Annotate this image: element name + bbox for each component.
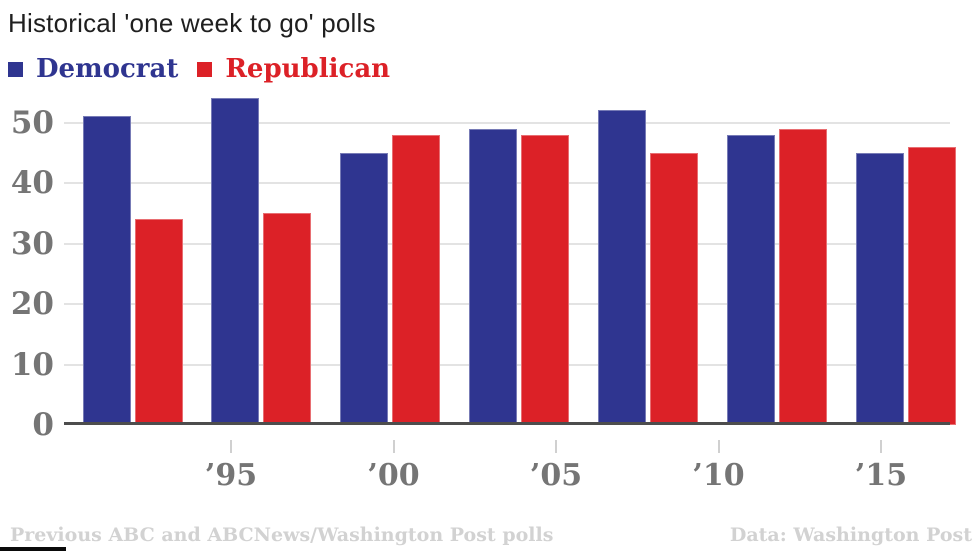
bar-democrat-2008: [598, 110, 647, 425]
bar-democrat-2012: [727, 134, 775, 425]
republican-legend-swatch: [197, 61, 213, 77]
republican-legend-label: Republican: [225, 54, 391, 84]
y-axis-label-10: 10: [10, 346, 54, 383]
x-axis-label-1995: ’95: [204, 458, 258, 493]
x-axis-tick-2010: [717, 440, 720, 453]
progress-bar: [0, 547, 66, 551]
bar-democrat-2004: [469, 128, 518, 425]
y-axis-label-50: 50: [10, 104, 54, 141]
y-axis-label-20: 20: [10, 286, 54, 322]
bar-republican-2016: [907, 146, 956, 425]
gridline-50: [64, 121, 950, 124]
chart-title: Historical 'one week to go' polls: [8, 8, 376, 38]
x-axis-tick-2000: [392, 440, 395, 453]
x-axis-line: [64, 422, 950, 425]
x-axis-label-2000: ’00: [367, 458, 420, 493]
y-axis-label-0: 0: [32, 407, 54, 443]
footer: Previous ABC and ABCNews/Washington Post…: [10, 524, 972, 546]
x-axis-tick-1995: [230, 440, 232, 453]
bar-republican-2000: [392, 134, 441, 425]
x-axis-tick-2015: [880, 440, 882, 453]
x-axis-label-2010: ’10: [692, 458, 745, 493]
bar-republican-2012: [779, 128, 827, 425]
legend: Democrat Republican: [8, 54, 409, 84]
bar-republican-2004: [521, 134, 570, 425]
democrat-legend-label: Democrat: [36, 54, 179, 84]
x-axis-label-2015: ’15: [854, 458, 908, 493]
bar-republican-1996: [263, 213, 312, 425]
bar-democrat-1996: [211, 98, 260, 425]
x-axis-label-2005: ’05: [529, 458, 583, 493]
footer-source-note: Previous ABC and ABCNews/Washington Post…: [10, 524, 554, 546]
bar-republican-2008: [650, 152, 699, 425]
x-axis-tick-2005: [555, 440, 557, 453]
bar-democrat-2000: [340, 152, 389, 425]
bar-democrat-2016: [855, 152, 904, 425]
footer-data-credit: Data: Washington Post: [729, 524, 972, 546]
bar-democrat-1992: [82, 116, 131, 425]
bar-republican-1992: [134, 219, 183, 425]
democrat-legend-swatch: [8, 61, 23, 77]
y-axis-label-30: 30: [10, 225, 54, 262]
y-axis-label-40: 40: [10, 165, 54, 201]
